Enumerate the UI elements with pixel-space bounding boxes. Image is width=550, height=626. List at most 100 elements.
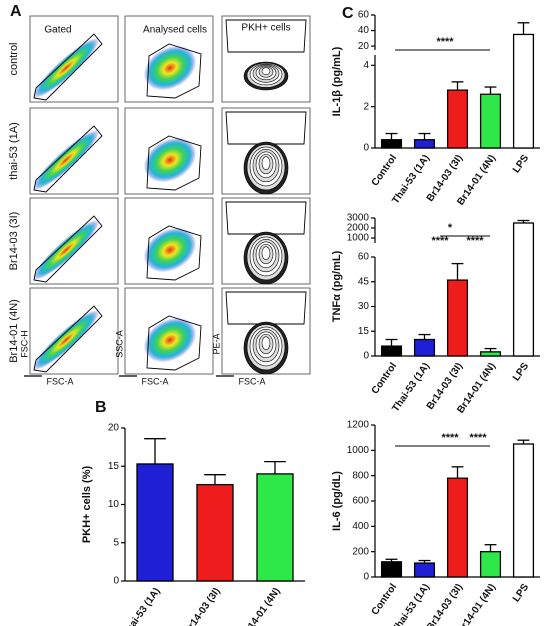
gate [33,125,103,193]
y-axis-label: PE-A [211,333,221,354]
bar [380,561,403,578]
x-axis-label: FSC-A [142,376,169,386]
gate-label: Analysed cells [143,25,207,36]
bar [256,473,294,582]
y-tick-label: 15 [108,461,120,472]
y-tick-label: 0 [363,143,369,154]
gate [33,305,103,373]
y-tick-label: 2 [363,101,369,112]
y-tick-label: 800 [352,470,369,481]
significance: **** [436,36,454,48]
panel-label: C [342,5,354,22]
y-tick-label: 40 [358,25,370,36]
contour [261,336,271,351]
y-tick-label: 10 [108,499,120,510]
significance: **** [431,235,449,247]
density [32,309,100,371]
y-tick-label: 60 [358,252,370,263]
gate [146,225,202,281]
x-tick-label: Br14-01 (4N) [240,586,283,626]
y-axis-label: TNFα (pg/mL) [331,250,343,322]
y-tick-label: 3000 [347,213,370,224]
y-axis-label: PKH+ cells (%) [81,466,93,544]
significance: **** [469,432,487,444]
panel-label: A [10,3,22,20]
bar [413,139,436,149]
density [32,37,100,99]
contour [261,156,271,170]
y-tick-label: 60 [358,10,370,21]
y-tick-label: 0 [363,351,369,362]
bar [479,93,502,149]
significance: * [448,222,453,234]
bar [413,338,436,357]
x-tick-label: LPS [511,153,531,176]
gate [225,111,307,145]
y-tick-label: 1200 [347,420,370,431]
density [32,219,100,281]
y-axis-label: SSC-A [114,330,124,358]
y-tick-label: 0 [113,576,119,587]
bar [512,33,535,149]
contour [261,67,271,75]
y-tick-label: 30 [358,301,370,312]
gate [33,215,103,283]
bar [380,139,403,149]
y-tick-label: 0 [363,572,369,583]
y-axis-label: IL-6 (pg/dL) [331,471,343,531]
x-axis-label: FSC-A [239,376,266,386]
bar [380,345,403,357]
density [32,129,100,191]
significance: **** [441,432,459,444]
y-axis-label: IL-1β (pg/mL) [331,46,343,116]
bar [196,483,234,582]
y-tick-label: 20 [358,41,370,52]
density [143,317,197,363]
bar [413,562,436,578]
x-tick-label: LPS [511,361,531,384]
panel-label: B [95,399,107,416]
x-tick-label: LPS [511,582,531,605]
bar [446,477,469,578]
y-tick-label: 200 [352,546,369,557]
significance: **** [466,235,484,247]
bar [136,463,174,582]
y-tick-label: 5 [113,537,119,548]
x-tick-label: Thai-53 (1A) [121,586,163,626]
x-axis-label: FSC-A [47,376,74,386]
x-tick-label: Control [370,361,400,397]
density [143,137,197,183]
gate [33,33,103,101]
x-tick-label: Control [370,582,400,618]
y-tick-label: 2000 [347,223,370,234]
gate [146,43,202,99]
y-tick-label: 1000 [347,233,370,244]
gate [225,291,307,325]
gate [146,315,202,371]
gate-label: Gated [44,25,71,36]
x-tick-label: Br14-03 (3I) [182,586,222,626]
gate [146,135,202,191]
bar [512,222,535,357]
gate [225,201,307,235]
y-tick-label: 20 [108,423,120,434]
y-tick-label: 1000 [347,445,370,456]
row-label: thai-53 (1A) [8,122,20,179]
y-tick-label: 4 [363,60,369,71]
contour [261,246,271,260]
bar [479,351,502,357]
density [143,227,197,273]
row-label: control [8,42,20,75]
bar [446,279,469,357]
y-axis-label: FSC-H [19,330,29,358]
y-tick-label: 15 [358,326,370,337]
y-tick-label: 45 [358,276,370,287]
gate [225,19,307,53]
density [143,45,197,91]
x-tick-label: Control [370,153,400,189]
bar [479,551,502,578]
row-label: Br14-01 (4N) [8,299,20,363]
row-label: Br14-03 (3I) [8,212,20,271]
bar [512,443,535,578]
